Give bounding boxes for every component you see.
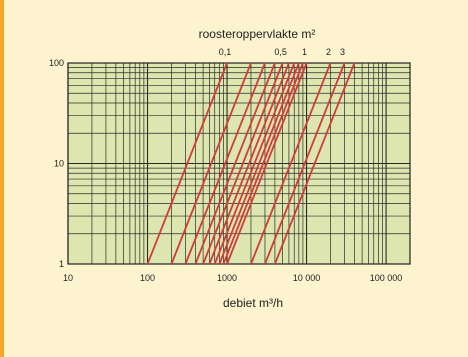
plot-border: [67, 62, 411, 265]
series-line: [208, 62, 290, 265]
area-label: 2: [326, 47, 331, 57]
x-tick-labels: 10 100 1000 10 000 100 000: [63, 273, 402, 283]
x-tick-label: 10 000: [293, 273, 321, 283]
x-tick-label: 1000: [217, 273, 237, 283]
series-line: [226, 62, 308, 265]
series-line: [264, 62, 346, 265]
y-tick-label: 1: [59, 259, 64, 269]
series-line: [274, 62, 356, 265]
area-label: 3: [340, 47, 345, 57]
y-tick-labels: 1 10 100: [49, 58, 64, 269]
x-tick-label: 100 000: [370, 273, 403, 283]
series-line: [184, 62, 266, 265]
series-line: [218, 62, 300, 265]
series-line: [222, 62, 304, 265]
series-line: [213, 62, 296, 265]
chart-title: roosteroppervlakte m²: [199, 27, 316, 41]
series-line: [202, 62, 284, 265]
x-tick-label: 100: [140, 273, 155, 283]
area-label: 1: [302, 47, 307, 57]
series-line: [250, 62, 332, 265]
y-tick-label: 10: [54, 159, 64, 169]
x-tick-label: 10: [63, 273, 73, 283]
x-axis-label: debiet m³/h: [223, 296, 283, 310]
left-accent-stripe: [0, 0, 4, 357]
series-line: [170, 62, 252, 265]
y-tick-label: 100: [49, 58, 64, 68]
area-label: 0,5: [274, 47, 287, 57]
area-labels: 0,1 0,5 1 2 3: [219, 47, 345, 57]
series-line: [194, 62, 276, 265]
series-lines: [146, 62, 356, 265]
series-line: [146, 62, 228, 265]
area-label: 0,1: [219, 47, 232, 57]
